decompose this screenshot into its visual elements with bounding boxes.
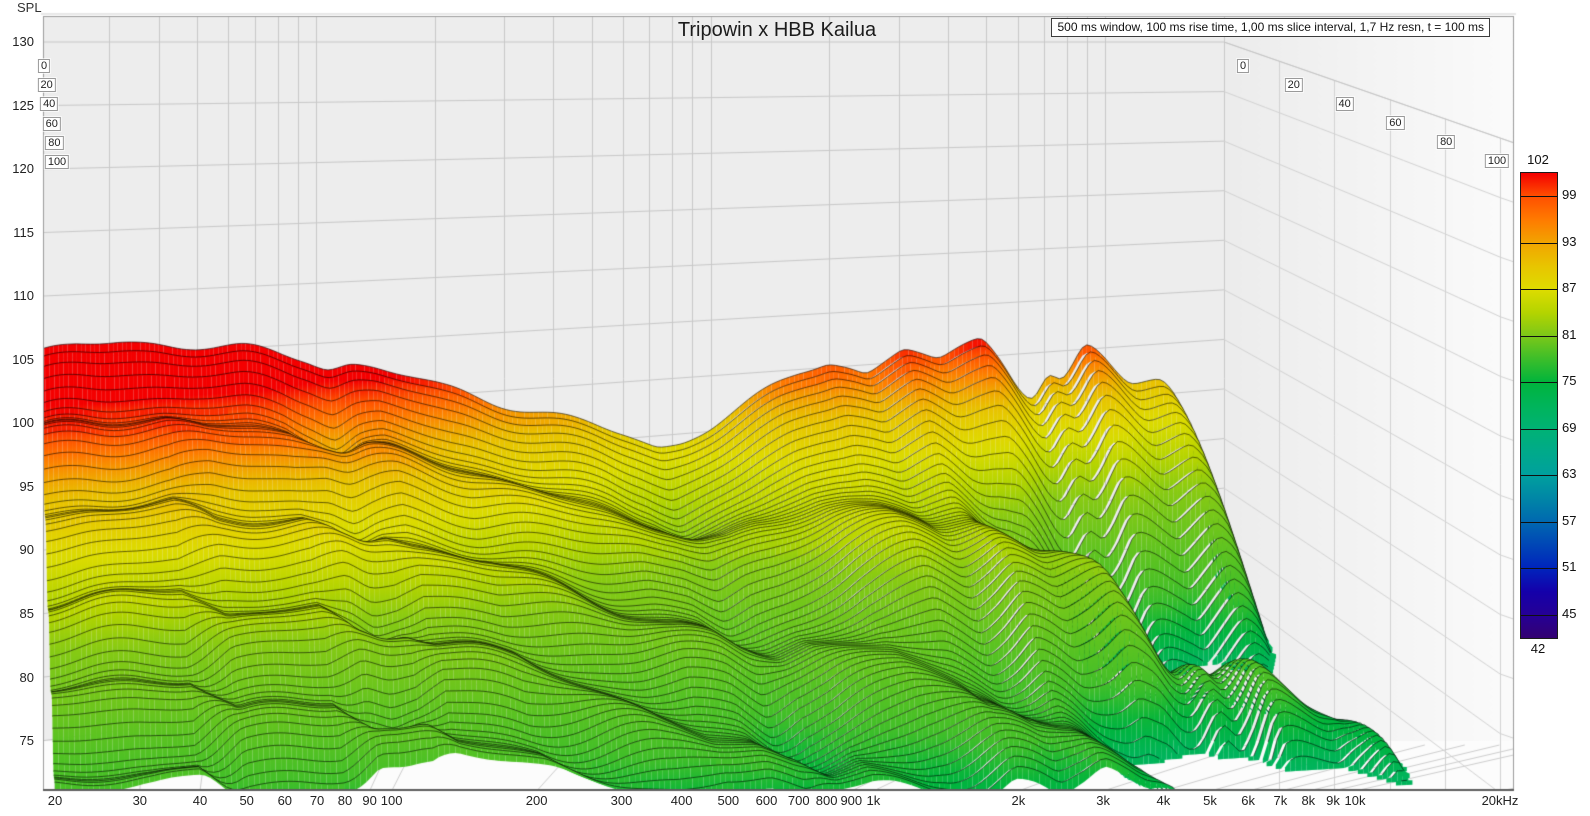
colorbar-scale-label: 75 bbox=[1562, 373, 1577, 389]
frequency-tick-label: 8k bbox=[1301, 793, 1316, 808]
spl-tick-label: 75 bbox=[19, 733, 34, 749]
spl-tick-label: 80 bbox=[19, 669, 34, 685]
colorbar-separator bbox=[1521, 568, 1557, 569]
spl-tick-label: 110 bbox=[13, 288, 34, 304]
colorbar-scale-label: 81 bbox=[1562, 326, 1577, 342]
time-tick-left: 40 bbox=[40, 97, 59, 112]
colorbar-scale-label: 99 bbox=[1562, 187, 1577, 203]
frequency-tick-label: 9k bbox=[1326, 793, 1340, 808]
frequency-tick-label: 50 bbox=[239, 793, 254, 808]
time-tick-left: 20 bbox=[37, 78, 56, 93]
spl-tick-label: 95 bbox=[19, 478, 34, 494]
frequency-tick-label: 600 bbox=[755, 793, 778, 808]
colorbar-separator bbox=[1521, 382, 1557, 383]
time-tick-left: 60 bbox=[42, 116, 61, 131]
time-tick-right: 80 bbox=[1437, 135, 1456, 149]
colorbar-scale-label: 69 bbox=[1562, 419, 1577, 435]
time-tick-right: 20 bbox=[1284, 78, 1303, 92]
frequency-tick-label: 6k bbox=[1241, 793, 1256, 808]
frequency-tick-label: 2k bbox=[1011, 793, 1026, 808]
spl-tick-label: 115 bbox=[13, 224, 34, 240]
colorbar-max-label: 102 bbox=[1527, 152, 1549, 167]
frequency-tick-label: 40 bbox=[192, 793, 208, 808]
time-tick-right: 0 bbox=[1236, 59, 1250, 73]
spl-tick-label: 105 bbox=[12, 351, 34, 367]
frequency-tick-label: 1k bbox=[866, 793, 881, 808]
colorbar-separator bbox=[1521, 289, 1557, 290]
frequency-tick-label: 900 bbox=[840, 793, 863, 808]
frequency-tick-label: 5k bbox=[1203, 793, 1217, 808]
colorbar-separator bbox=[1521, 196, 1557, 197]
colorbar-separator bbox=[1521, 522, 1557, 523]
colorbar-scale-label: 93 bbox=[1562, 233, 1577, 249]
colorbar-min-label: 42 bbox=[1530, 641, 1546, 656]
frequency-tick-label: 20kHz bbox=[1481, 793, 1519, 808]
time-tick-left: 0 bbox=[37, 59, 51, 73]
time-tick-left: 100 bbox=[44, 155, 70, 169]
time-tick-right: 100 bbox=[1484, 154, 1510, 168]
spl-axis-title: SPL bbox=[17, 0, 42, 15]
colorbar-scale-label: 87 bbox=[1562, 280, 1577, 296]
frequency-tick-label: 400 bbox=[670, 793, 693, 808]
colorbar-scale-label: 51 bbox=[1562, 559, 1577, 575]
frequency-tick-label: 7k bbox=[1273, 793, 1288, 808]
colorbar-separator bbox=[1521, 475, 1557, 476]
measurement-settings-note: 500 ms window, 100 ms rise time, 1,00 ms… bbox=[1051, 18, 1490, 37]
colorbar-scale-label: 45 bbox=[1562, 605, 1577, 621]
colorbar-scale-label: 63 bbox=[1562, 466, 1577, 482]
frequency-tick-label: 300 bbox=[610, 793, 633, 808]
spl-tick-label: 130 bbox=[12, 34, 34, 49]
frequency-tick-label: 3k bbox=[1096, 793, 1111, 808]
spl-tick-label: 85 bbox=[19, 605, 34, 621]
spl-colorbar bbox=[1520, 172, 1558, 639]
frequency-tick-label: 30 bbox=[132, 793, 148, 808]
colorbar-separator bbox=[1521, 429, 1557, 430]
frequency-tick-label: 100 bbox=[380, 793, 403, 808]
spl-tick-label: 90 bbox=[19, 542, 34, 558]
frequency-tick-label: 700 bbox=[787, 793, 810, 808]
frequency-tick-label: 4k bbox=[1156, 793, 1171, 808]
colorbar-separator bbox=[1521, 243, 1557, 244]
frequency-tick-label: 80 bbox=[337, 793, 353, 808]
frequency-tick-label: 70 bbox=[309, 793, 325, 808]
spl-tick-label: 100 bbox=[12, 415, 34, 431]
colorbar-separator bbox=[1521, 615, 1557, 616]
spl-tick-label: 125 bbox=[12, 97, 34, 113]
colorbar-scale-label: 57 bbox=[1562, 512, 1577, 528]
frequency-tick-label: 10k bbox=[1344, 793, 1366, 808]
time-tick-left: 80 bbox=[45, 135, 64, 150]
frequency-tick-label: 800 bbox=[815, 793, 838, 808]
time-tick-right: 60 bbox=[1386, 116, 1405, 130]
spl-tick-label: 120 bbox=[12, 161, 34, 177]
frequency-tick-label: 500 bbox=[717, 793, 740, 808]
frequency-tick-label: 90 bbox=[362, 793, 377, 808]
time-tick-right: 40 bbox=[1335, 97, 1354, 111]
chart-title: Tripowin x HBB Kailua bbox=[677, 19, 877, 41]
frequency-tick-label: 60 bbox=[277, 793, 293, 808]
colorbar-separator bbox=[1521, 336, 1557, 337]
frequency-tick-label: 20 bbox=[47, 793, 63, 808]
frequency-tick-label: 200 bbox=[525, 793, 548, 808]
